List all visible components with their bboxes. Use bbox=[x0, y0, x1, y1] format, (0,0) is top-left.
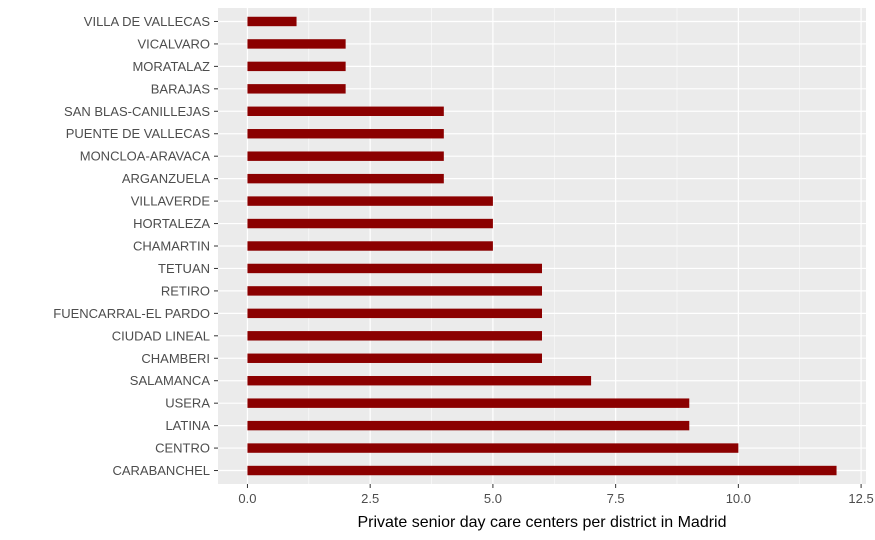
y-tick-label: CHAMBERI bbox=[141, 351, 210, 366]
bar bbox=[247, 106, 444, 116]
y-tick-label: HORTALEZA bbox=[133, 216, 210, 231]
bar bbox=[247, 286, 543, 296]
y-tick-label: CHAMARTIN bbox=[133, 239, 210, 254]
x-tick-label: 7.5 bbox=[607, 491, 625, 506]
bar bbox=[247, 218, 493, 229]
y-tick-label: VILLAVERDE bbox=[131, 194, 211, 209]
bars bbox=[247, 16, 837, 476]
bar bbox=[247, 196, 493, 206]
bar bbox=[247, 263, 543, 274]
y-tick-label: VILLA DE VALLECAS bbox=[84, 14, 211, 29]
y-tick-label: PUENTE DE VALLECAS bbox=[66, 126, 211, 141]
x-tick-label: 12.5 bbox=[848, 491, 873, 506]
x-tick-label: 0.0 bbox=[238, 491, 256, 506]
y-tick-label: ARGANZUELA bbox=[122, 171, 210, 186]
bar bbox=[247, 84, 346, 94]
x-tick-label: 10.0 bbox=[726, 491, 751, 506]
bar bbox=[247, 16, 297, 27]
bar bbox=[247, 398, 690, 408]
y-tick-label: SALAMANCA bbox=[130, 373, 211, 388]
y-tick-labels: CARABANCHEL CENTRO LATINA USERA SALAMANCA CHA… bbox=[53, 14, 218, 478]
y-tick-label: USERA bbox=[165, 396, 210, 411]
bar bbox=[247, 151, 444, 161]
y-tick-label: CIUDAD LINEAL bbox=[112, 328, 210, 343]
y-tick-label: TETUAN bbox=[158, 261, 210, 276]
bar bbox=[247, 376, 592, 386]
bar bbox=[247, 241, 493, 251]
y-tick-label: SAN BLAS-CANILLEJAS bbox=[64, 104, 210, 119]
y-tick-label: MONCLOA-ARAVACA bbox=[80, 149, 211, 164]
x-axis-title: Private senior day care centers per dist… bbox=[357, 514, 726, 531]
y-tick-label: MORATALAZ bbox=[132, 59, 210, 74]
bar bbox=[247, 39, 346, 49]
bar bbox=[247, 465, 837, 476]
bar bbox=[247, 353, 543, 363]
bar bbox=[247, 443, 739, 453]
bar bbox=[247, 420, 690, 431]
bar bbox=[247, 308, 543, 319]
bar bbox=[247, 331, 543, 341]
bar bbox=[247, 129, 444, 139]
y-tick-label: CARABANCHEL bbox=[112, 463, 210, 478]
bar bbox=[247, 173, 444, 184]
y-tick-label: BARAJAS bbox=[151, 81, 211, 96]
y-tick-label: LATINA bbox=[165, 418, 210, 433]
x-tick-label: 5.0 bbox=[484, 491, 502, 506]
y-tick-label: VICALVARO bbox=[138, 36, 210, 51]
x-tick-label: 2.5 bbox=[361, 491, 379, 506]
y-tick-label: CENTRO bbox=[155, 441, 210, 456]
bar bbox=[247, 61, 346, 72]
y-tick-label: FUENCARRAL-EL PARDO bbox=[53, 306, 210, 321]
x-tick-labels: 0.0 2.5 5.0 7.5 10.0 12.5 bbox=[238, 484, 874, 506]
y-tick-label: RETIRO bbox=[161, 283, 210, 298]
